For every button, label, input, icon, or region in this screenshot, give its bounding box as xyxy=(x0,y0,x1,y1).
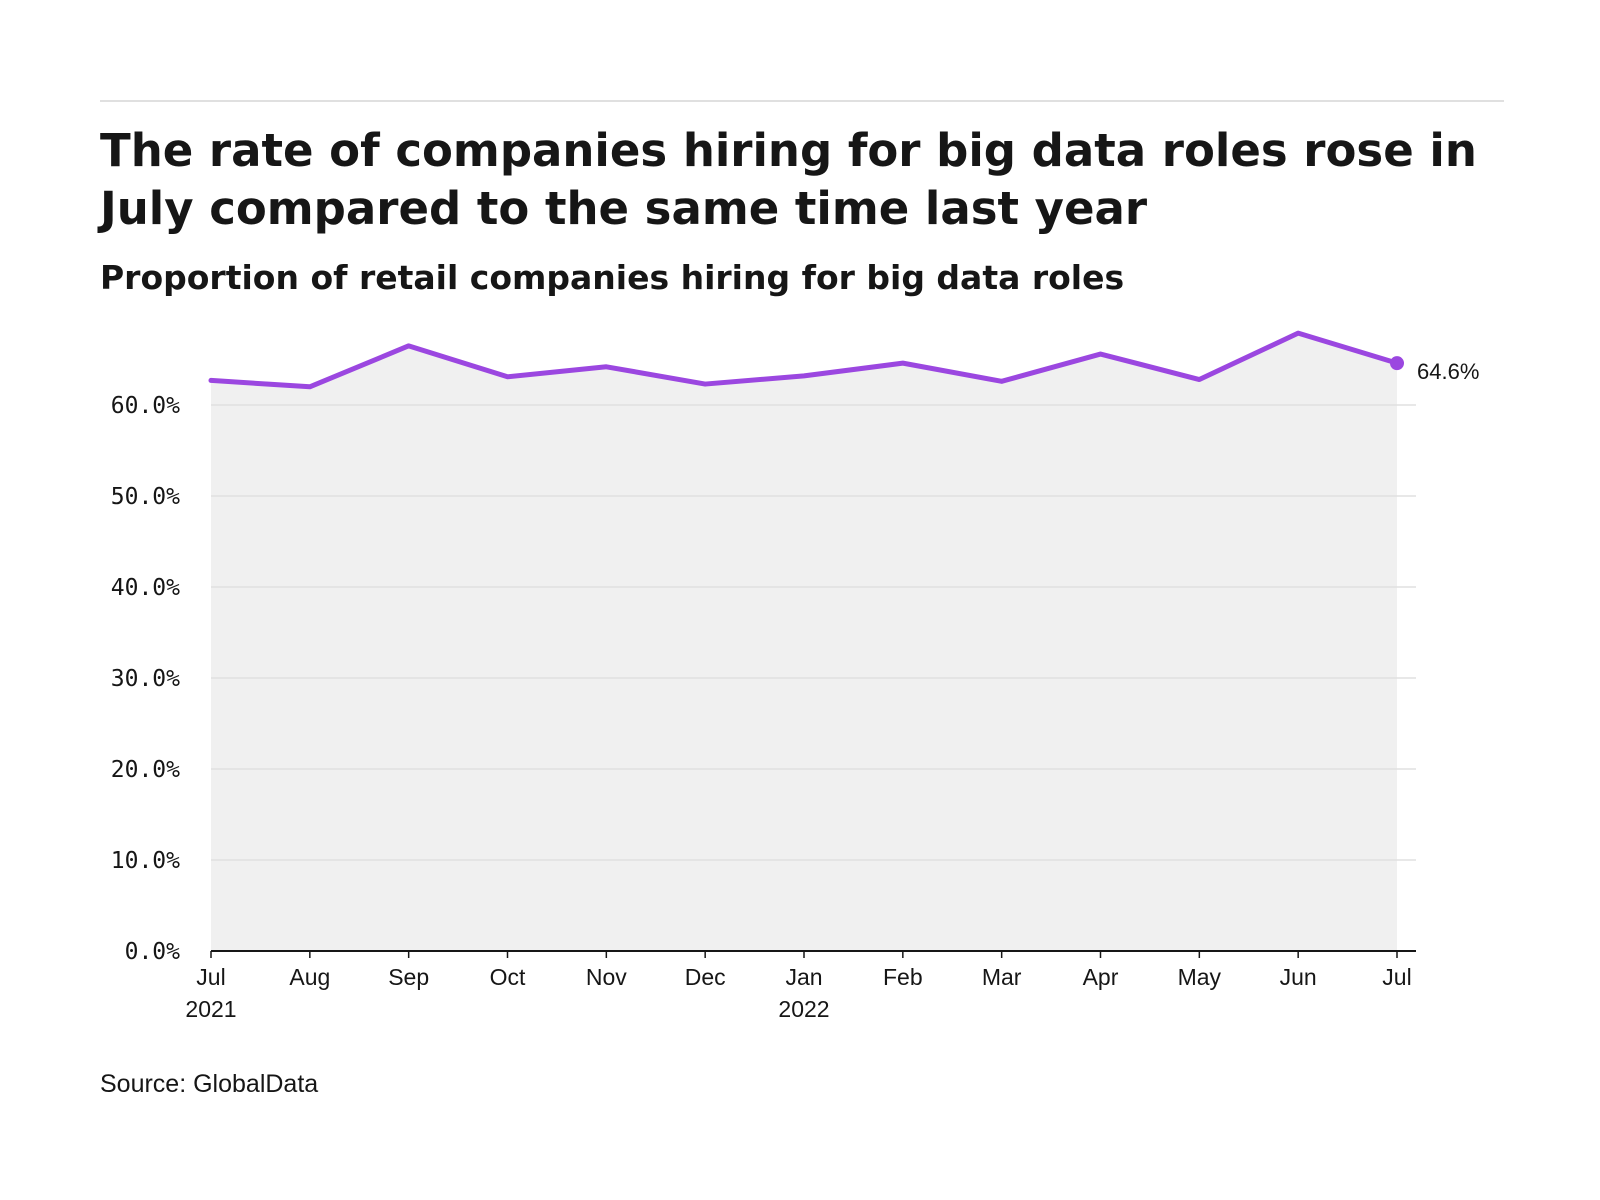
x-tick-year-label: 2022 xyxy=(778,996,829,1022)
series-line xyxy=(208,330,1400,390)
end-point-marker xyxy=(1390,356,1404,371)
x-tick-label: Dec xyxy=(685,964,726,990)
x-tick-label: Nov xyxy=(586,964,627,990)
x-tick-label: Jul xyxy=(196,964,225,990)
line-chart: 0.0% 10.0% 20.0% 30.0% 40.0% 50.0% 60.0% Jul 202… xyxy=(111,330,1479,1022)
chart-subtitle: Proportion of retail companies hiring fo… xyxy=(100,258,1125,297)
end-value-label: 64.6% xyxy=(1417,359,1479,384)
x-tick-label: May xyxy=(1178,964,1222,990)
x-tick-label: Jan xyxy=(785,964,822,990)
x-tick-label: Oct xyxy=(490,964,526,990)
x-tick-label: Jul xyxy=(1382,964,1411,990)
y-tick-label: 0.0% xyxy=(125,939,181,965)
x-tick-label: Feb xyxy=(883,964,923,990)
area-fill xyxy=(211,333,1397,951)
x-tick-label: Jun xyxy=(1280,964,1317,990)
x-tick-label: Sep xyxy=(388,964,429,990)
x-tick-label: Mar xyxy=(982,964,1022,990)
y-tick-label: 60.0% xyxy=(111,393,180,419)
source-note: Source: GlobalData xyxy=(100,1070,319,1098)
x-tick-label: Aug xyxy=(289,964,330,990)
chart-title: The rate of companies hiring for big dat… xyxy=(100,124,1477,235)
y-tick-label: 40.0% xyxy=(111,575,180,601)
y-tick-label: 50.0% xyxy=(111,484,180,510)
y-tick-label: 10.0% xyxy=(111,848,180,874)
x-tick-label: Apr xyxy=(1083,964,1119,990)
x-tick-year-label: 2021 xyxy=(185,996,236,1022)
y-tick-label: 30.0% xyxy=(111,666,180,692)
y-tick-label: 20.0% xyxy=(111,757,180,783)
top-divider xyxy=(100,100,1504,102)
